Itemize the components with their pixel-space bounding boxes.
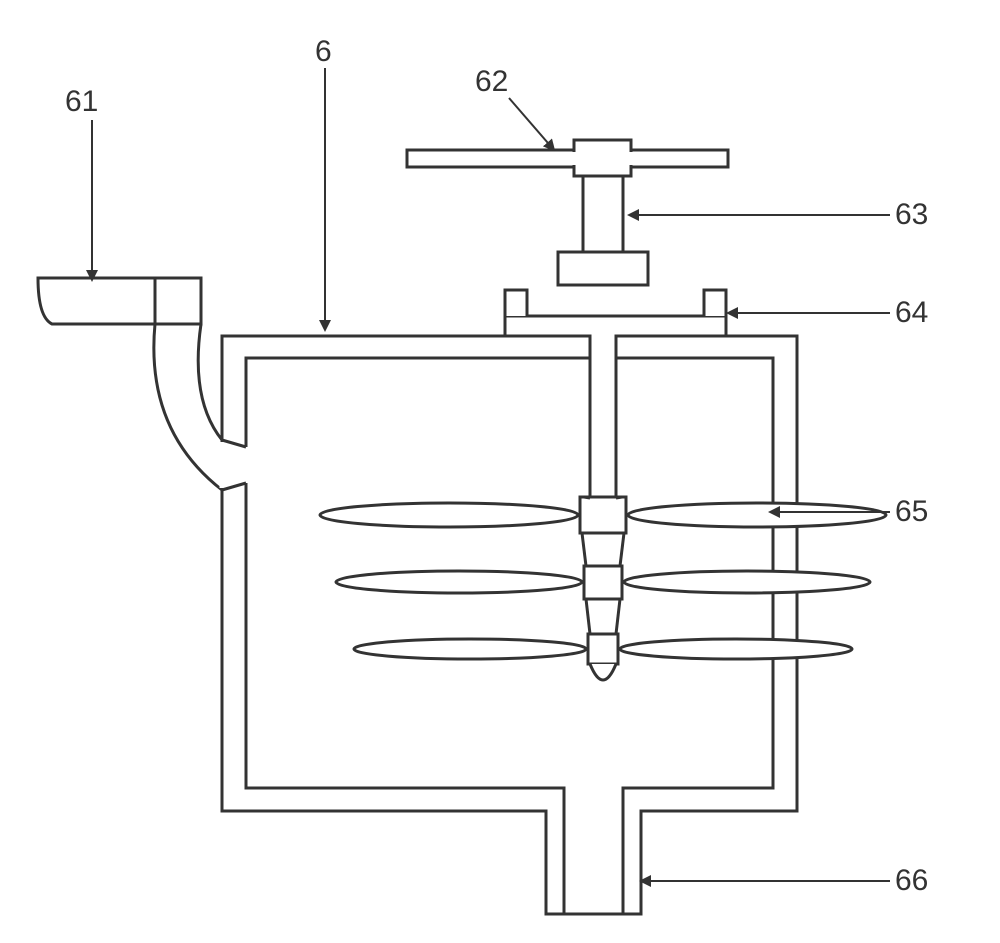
label-66: 66 — [895, 864, 928, 898]
label-65: 65 — [895, 495, 928, 529]
label-61: 61 — [65, 85, 98, 119]
diagram-container: 61 6 62 63 64 65 66 — [0, 0, 1000, 943]
schematic-svg — [0, 0, 1000, 943]
label-62: 62 — [475, 65, 508, 99]
label-6: 6 — [315, 35, 332, 69]
label-64: 64 — [895, 296, 928, 330]
label-63: 63 — [895, 198, 928, 232]
